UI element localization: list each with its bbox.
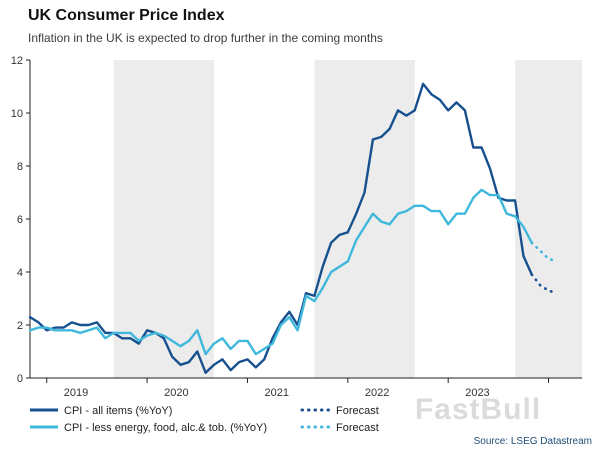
year-shading-band bbox=[515, 60, 582, 378]
source-credit: Source: LSEG Datastream bbox=[474, 436, 592, 447]
legend-label-forecast-cpi-core: Forecast bbox=[336, 422, 379, 434]
x-tick-label: 2022 bbox=[365, 387, 389, 399]
y-tick-label: 12 bbox=[11, 55, 23, 67]
forecast-line-cpi-all bbox=[530, 273, 559, 295]
y-tick-label: 4 bbox=[17, 267, 23, 279]
legend-label-cpi-core: CPI - less energy, food, alc.& tob. (%Yo… bbox=[64, 422, 267, 434]
legend: CPI - all items (%YoY) Forecast CPI - le… bbox=[30, 405, 379, 434]
x-tick-label: 2023 bbox=[465, 387, 489, 399]
series-line-cpi-all bbox=[28, 82, 533, 374]
year-shading-band bbox=[314, 60, 415, 378]
x-tick-label: 2020 bbox=[164, 387, 188, 399]
plot-area: 0 2 4 6 8 10 12 2019 2020 2021 2022 2023 bbox=[11, 55, 582, 399]
page-title: UK Consumer Price Index bbox=[28, 7, 225, 24]
y-tick-label: 8 bbox=[17, 161, 23, 173]
chart-subtitle: Inflation in the UK is expected to drop … bbox=[28, 31, 383, 45]
year-shading-band bbox=[113, 60, 214, 378]
y-tick-label: 0 bbox=[17, 373, 23, 385]
watermark-logo: FastBull bbox=[415, 393, 541, 426]
forecast-line-cpi-core bbox=[530, 241, 559, 263]
y-tick-label: 2 bbox=[17, 320, 23, 332]
legend-label-forecast-cpi-all: Forecast bbox=[336, 405, 379, 417]
y-tick-label: 10 bbox=[11, 108, 23, 120]
x-tick-label: 2019 bbox=[64, 387, 88, 399]
y-tick-label: 6 bbox=[17, 214, 23, 226]
series-line-cpi-core bbox=[28, 188, 533, 356]
x-tick-label: 2021 bbox=[264, 387, 288, 399]
legend-label-cpi-all: CPI - all items (%YoY) bbox=[64, 405, 172, 417]
